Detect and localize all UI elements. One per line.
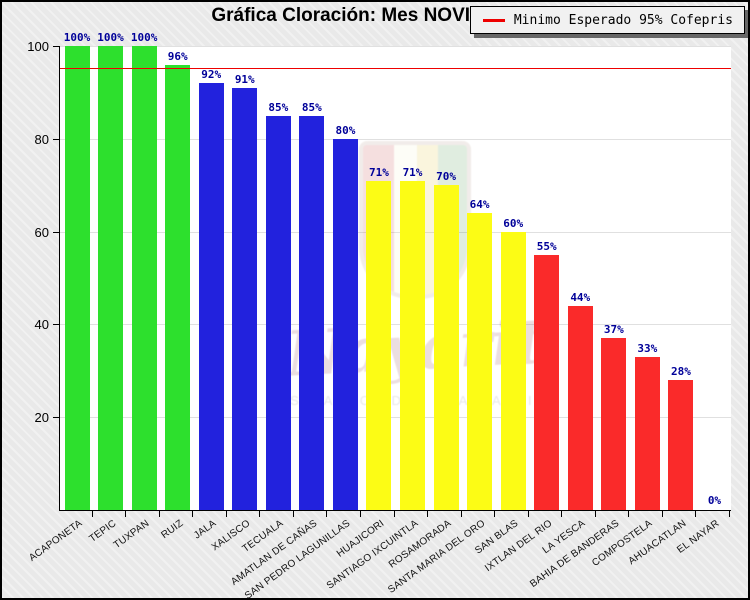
x-tick-11 [427, 511, 429, 517]
value-label-el-nayar: 0% [707, 494, 722, 507]
bar-tepic [98, 46, 124, 510]
gridline-60 [60, 231, 731, 233]
y-tick-60 [53, 231, 59, 233]
bar-rosamorada [433, 185, 459, 510]
bar-tecuala [265, 115, 291, 510]
x-tick-9 [359, 511, 361, 517]
legend: Minimo Esperado 95% Cofepris [469, 6, 745, 34]
value-label-san-blas: 60% [503, 216, 524, 230]
y-tick-label-60: 60 [34, 224, 49, 240]
bar-santiago-ixcuintla [400, 180, 425, 510]
bar-santa-maria-del-oro [467, 213, 493, 510]
x-tick-17 [628, 511, 630, 517]
value-label-compostela: 33% [637, 341, 658, 355]
bar-la-yesca [567, 305, 593, 510]
value-label-santa-maria-del-oro: 64% [469, 198, 490, 212]
gridline-20 [60, 417, 731, 419]
value-label-la-yesca: 44% [570, 290, 591, 304]
x-tick-5 [225, 511, 227, 517]
bar-ahuacatlan [668, 380, 694, 510]
value-label-tuxpan: 100% [130, 31, 158, 44]
y-tick-40 [53, 324, 59, 326]
value-label-tepic: 100% [97, 31, 124, 44]
x-tick-3 [158, 511, 160, 517]
plot-area: Nayarit ESTADO DE NAYARIT 100%100%100%96… [59, 31, 731, 511]
x-tick-20 [729, 511, 730, 517]
bar-compostela [634, 356, 660, 510]
gridline-80 [60, 138, 731, 140]
bar-acaponeta [64, 46, 90, 510]
bar-ixtlan-del-rio [534, 254, 560, 510]
value-label-jala: 92% [201, 68, 222, 82]
bar-jala [198, 83, 224, 510]
x-tick-6 [259, 511, 261, 517]
x-tick-4 [192, 511, 194, 517]
x-tick-10 [393, 511, 395, 517]
value-label-xalisco: 91% [234, 72, 255, 86]
value-label-amatlan-de-ca-as: 85% [301, 100, 322, 114]
x-tick-19 [695, 511, 697, 517]
value-label-santiago-ixcuintla: 71% [402, 165, 423, 179]
bar-san-pedro-lagunillas [332, 138, 358, 510]
legend-label: Minimo Esperado 95% Cofepris [513, 12, 733, 28]
gridline-100 [60, 46, 731, 47]
x-tick-13 [494, 511, 496, 517]
value-label-ruiz: 96% [167, 49, 188, 63]
chart-title: Gráfica Cloración: Mes NOVIEMBRE [211, 5, 539, 26]
y-tick-label-40: 40 [34, 317, 49, 333]
value-label-rosamorada: 70% [436, 170, 456, 184]
threshold-line [60, 68, 731, 70]
bar-bahia-de-banderas [601, 338, 627, 510]
y-tick-label-80: 80 [34, 131, 49, 147]
bar-amatlan-de-ca-as [299, 115, 325, 510]
value-label-acaponeta: 100% [63, 31, 91, 44]
bar-tuxpan [131, 46, 157, 510]
value-label-bahia-de-banderas: 37% [603, 323, 624, 337]
x-tick-14 [527, 511, 529, 517]
y-tick-100 [53, 46, 59, 47]
x-tick-15 [561, 511, 563, 517]
x-tick-12 [460, 511, 462, 517]
threshold-line-marker-icon [482, 18, 505, 22]
y-tick-20 [53, 417, 59, 419]
bar-huajicori [366, 180, 392, 510]
value-label-tecuala: 85% [268, 100, 289, 114]
x-tick-16 [594, 511, 596, 517]
value-label-ixtlan-del-rio: 55% [536, 239, 557, 253]
gridline-40 [60, 324, 731, 326]
x-tick-1 [91, 511, 93, 517]
y-tick-80 [53, 138, 59, 140]
bar-san-blas [500, 231, 526, 510]
x-tick-18 [661, 511, 663, 517]
bar-ruiz [165, 64, 191, 510]
x-tick-7 [292, 511, 294, 517]
y-tick-label-20: 20 [34, 410, 49, 426]
bar-xalisco [232, 87, 258, 510]
x-tick-2 [125, 511, 127, 517]
value-label-huajicori: 71% [369, 165, 389, 179]
x-tick-8 [326, 511, 328, 517]
value-label-ahuacatlan: 28% [670, 365, 691, 379]
y-tick-label-100: 100 [27, 39, 49, 54]
value-label-san-pedro-lagunillas: 80% [335, 123, 356, 137]
